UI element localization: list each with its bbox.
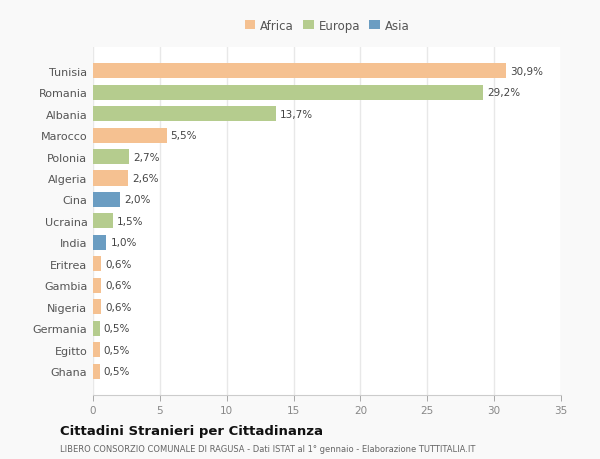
Bar [93,64,506,79]
Bar [93,171,128,186]
Bar [93,214,113,229]
Bar [93,364,100,379]
Text: 0,6%: 0,6% [105,302,131,312]
Text: 0,5%: 0,5% [104,345,130,355]
Bar [93,128,167,143]
Text: 0,6%: 0,6% [105,281,131,291]
Text: 2,6%: 2,6% [132,174,158,184]
Bar [93,321,100,336]
Text: 2,0%: 2,0% [124,195,150,205]
Text: 29,2%: 29,2% [487,88,521,98]
Bar [93,300,101,315]
Bar [93,257,101,272]
Bar [93,278,101,293]
Text: 0,6%: 0,6% [105,259,131,269]
Text: Cittadini Stranieri per Cittadinanza: Cittadini Stranieri per Cittadinanza [60,424,323,437]
Bar [93,192,120,207]
Text: 2,7%: 2,7% [133,152,160,162]
Text: 30,9%: 30,9% [510,67,543,77]
Text: 5,5%: 5,5% [170,131,197,141]
Text: 13,7%: 13,7% [280,109,313,119]
Text: LIBERO CONSORZIO COMUNALE DI RAGUSA - Dati ISTAT al 1° gennaio - Elaborazione TU: LIBERO CONSORZIO COMUNALE DI RAGUSA - Da… [60,444,475,453]
Text: 0,5%: 0,5% [104,324,130,334]
Legend: Africa, Europa, Asia: Africa, Europa, Asia [241,16,413,36]
Text: 0,5%: 0,5% [104,366,130,376]
Bar [93,342,100,358]
Bar [93,150,129,165]
Text: 1,0%: 1,0% [110,238,137,248]
Bar [93,235,106,251]
Bar [93,107,276,122]
Bar [93,85,484,101]
Text: 1,5%: 1,5% [117,217,143,226]
